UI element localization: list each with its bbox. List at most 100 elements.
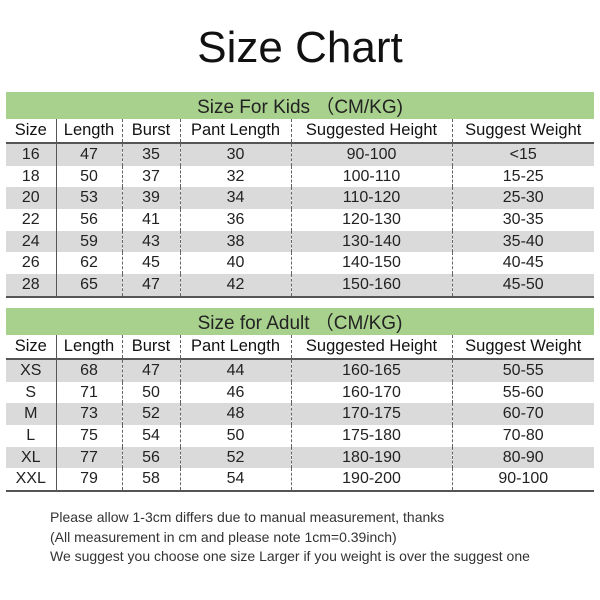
table-cell: 71 xyxy=(55,381,122,404)
table-cell: 28 xyxy=(6,274,56,298)
table-cell: XS xyxy=(6,359,56,382)
table-cell: 54 xyxy=(179,468,291,493)
table-cell: 43 xyxy=(121,230,180,253)
table-cell: 45 xyxy=(121,252,180,275)
table-row: XS 68 47 44 160-165 50-55 xyxy=(6,359,594,382)
table-cell: 140-150 xyxy=(290,252,452,275)
table-cell: 50 xyxy=(55,165,122,188)
table-cell: 35 xyxy=(121,143,180,166)
table-cell: 44 xyxy=(179,359,291,382)
table-cell: 46 xyxy=(179,381,291,404)
table-cell: 110-120 xyxy=(290,187,452,210)
table-cell: 25-30 xyxy=(451,187,594,210)
table-cell: 35-40 xyxy=(451,230,594,253)
table-cell: 59 xyxy=(55,230,122,253)
table-cell: 16 xyxy=(6,143,56,166)
table-row: 22 56 41 36 120-130 30-35 xyxy=(6,209,594,231)
table-cell: S xyxy=(25,383,37,401)
column-header: Burst xyxy=(121,335,180,360)
table-cell: 100-110 xyxy=(290,165,452,188)
table-cell: 52 xyxy=(121,403,180,426)
table-cell: 175-180 xyxy=(290,425,452,447)
column-header: Suggest Weight xyxy=(451,119,594,144)
table-cell: 22 xyxy=(21,210,40,228)
page-title: Size Chart xyxy=(197,23,403,72)
table-cell: 170-175 xyxy=(290,403,452,426)
table-cell: 56 xyxy=(121,446,180,469)
table-cell: 160-165 xyxy=(290,359,452,382)
kids-size-table: Size For Kids （CM/KG) Size Length Burst Pan… xyxy=(6,92,594,298)
table-cell: 20 xyxy=(6,187,56,210)
table-cell: 68 xyxy=(55,359,122,382)
table-cell: 32 xyxy=(179,165,291,188)
table-row: XL 77 56 52 180-190 80-90 xyxy=(6,446,594,469)
table-cell: 50 xyxy=(121,381,180,404)
notes: Please allow 1-3cm differs due to manual… xyxy=(50,508,530,567)
table-cell: 180-190 xyxy=(290,446,452,469)
table-cell: 42 xyxy=(179,274,291,298)
table-cell: 30-35 xyxy=(451,209,594,231)
table-cell: 40-45 xyxy=(451,252,594,275)
column-header: Suggested Height xyxy=(290,335,452,360)
column-header: Length xyxy=(55,119,122,144)
note-line: We suggest you choose one size Larger if… xyxy=(50,548,530,564)
table-cell: 120-130 xyxy=(290,209,452,231)
header-row: Size Length Burst Pant Length Suggested Heig… xyxy=(6,119,594,144)
table-cell: 90-100 xyxy=(290,143,452,166)
table-row: 24 59 43 38 130-140 35-40 xyxy=(6,230,594,253)
table-row: 16 47 35 30 90-100 <15 xyxy=(6,143,594,166)
table-cell: 77 xyxy=(55,446,122,469)
table-cell: 53 xyxy=(55,187,122,210)
table-cell: 47 xyxy=(121,359,180,382)
column-header: Size xyxy=(6,119,56,144)
table-cell: 36 xyxy=(179,209,291,231)
column-header: Pant Length xyxy=(179,335,291,360)
table-cell: 45-50 xyxy=(451,274,594,298)
table-cell: XXL xyxy=(6,468,56,493)
table-cell: 73 xyxy=(55,403,122,426)
table-cell: 130-140 xyxy=(290,230,452,253)
kids-table-caption: Size For Kids （CM/KG) xyxy=(6,92,594,119)
column-header: Pant Length xyxy=(179,119,291,144)
table-cell: 54 xyxy=(121,425,180,447)
table-cell: 48 xyxy=(179,403,291,426)
table-cell: 56 xyxy=(55,209,122,231)
column-header: Size xyxy=(6,335,56,360)
table-cell: 18 xyxy=(21,167,40,185)
table-cell: 50-55 xyxy=(451,359,594,382)
table-row: S 71 50 46 160-170 55-60 xyxy=(6,381,594,404)
table-cell: 60-70 xyxy=(451,403,594,426)
header-row: Size Length Burst Pant Length Suggested Heig… xyxy=(6,335,594,360)
table-cell: 80-90 xyxy=(451,446,594,469)
table-cell: 30 xyxy=(179,143,291,166)
table-cell: 160-170 xyxy=(290,381,452,404)
table-cell: L xyxy=(26,426,36,444)
table-cell: 39 xyxy=(121,187,180,210)
column-header: Suggested Height xyxy=(290,119,452,144)
table-cell: 38 xyxy=(179,230,291,253)
table-cell: 55-60 xyxy=(451,381,594,404)
table-row: 20 53 39 34 110-120 25-30 xyxy=(6,187,594,210)
table-cell: M xyxy=(6,403,56,426)
column-header: Length xyxy=(55,335,122,360)
table-cell: 58 xyxy=(121,468,180,493)
note-line: (All measurement in cm and please note 1… xyxy=(50,528,397,545)
table-cell: 150-160 xyxy=(290,274,452,298)
table-row: 26 62 45 40 140-150 40-45 xyxy=(6,252,594,275)
table-cell: 15-25 xyxy=(451,165,594,188)
table-row: M 73 52 48 170-175 60-70 xyxy=(6,403,594,426)
table-cell: 34 xyxy=(179,187,291,210)
table-cell: 37 xyxy=(121,165,180,188)
column-header: Burst xyxy=(121,119,180,144)
table-cell: 62 xyxy=(55,252,122,275)
table-cell: 70-80 xyxy=(451,425,594,447)
adult-size-table: Size for Adult （CM/KG) Size Length Burst Pa… xyxy=(6,308,594,493)
table-row: 18 50 37 32 100-110 15-25 xyxy=(6,165,594,188)
table-cell: 75 xyxy=(55,425,122,447)
table-cell: 50 xyxy=(179,425,291,447)
table-cell: 40 xyxy=(179,252,291,275)
table-cell: XL xyxy=(6,446,56,469)
adult-table-caption: Size for Adult （CM/KG) xyxy=(6,308,594,335)
table-cell: <15 xyxy=(451,143,594,166)
note-line: Please allow 1-3cm differs due to manual… xyxy=(50,509,445,525)
